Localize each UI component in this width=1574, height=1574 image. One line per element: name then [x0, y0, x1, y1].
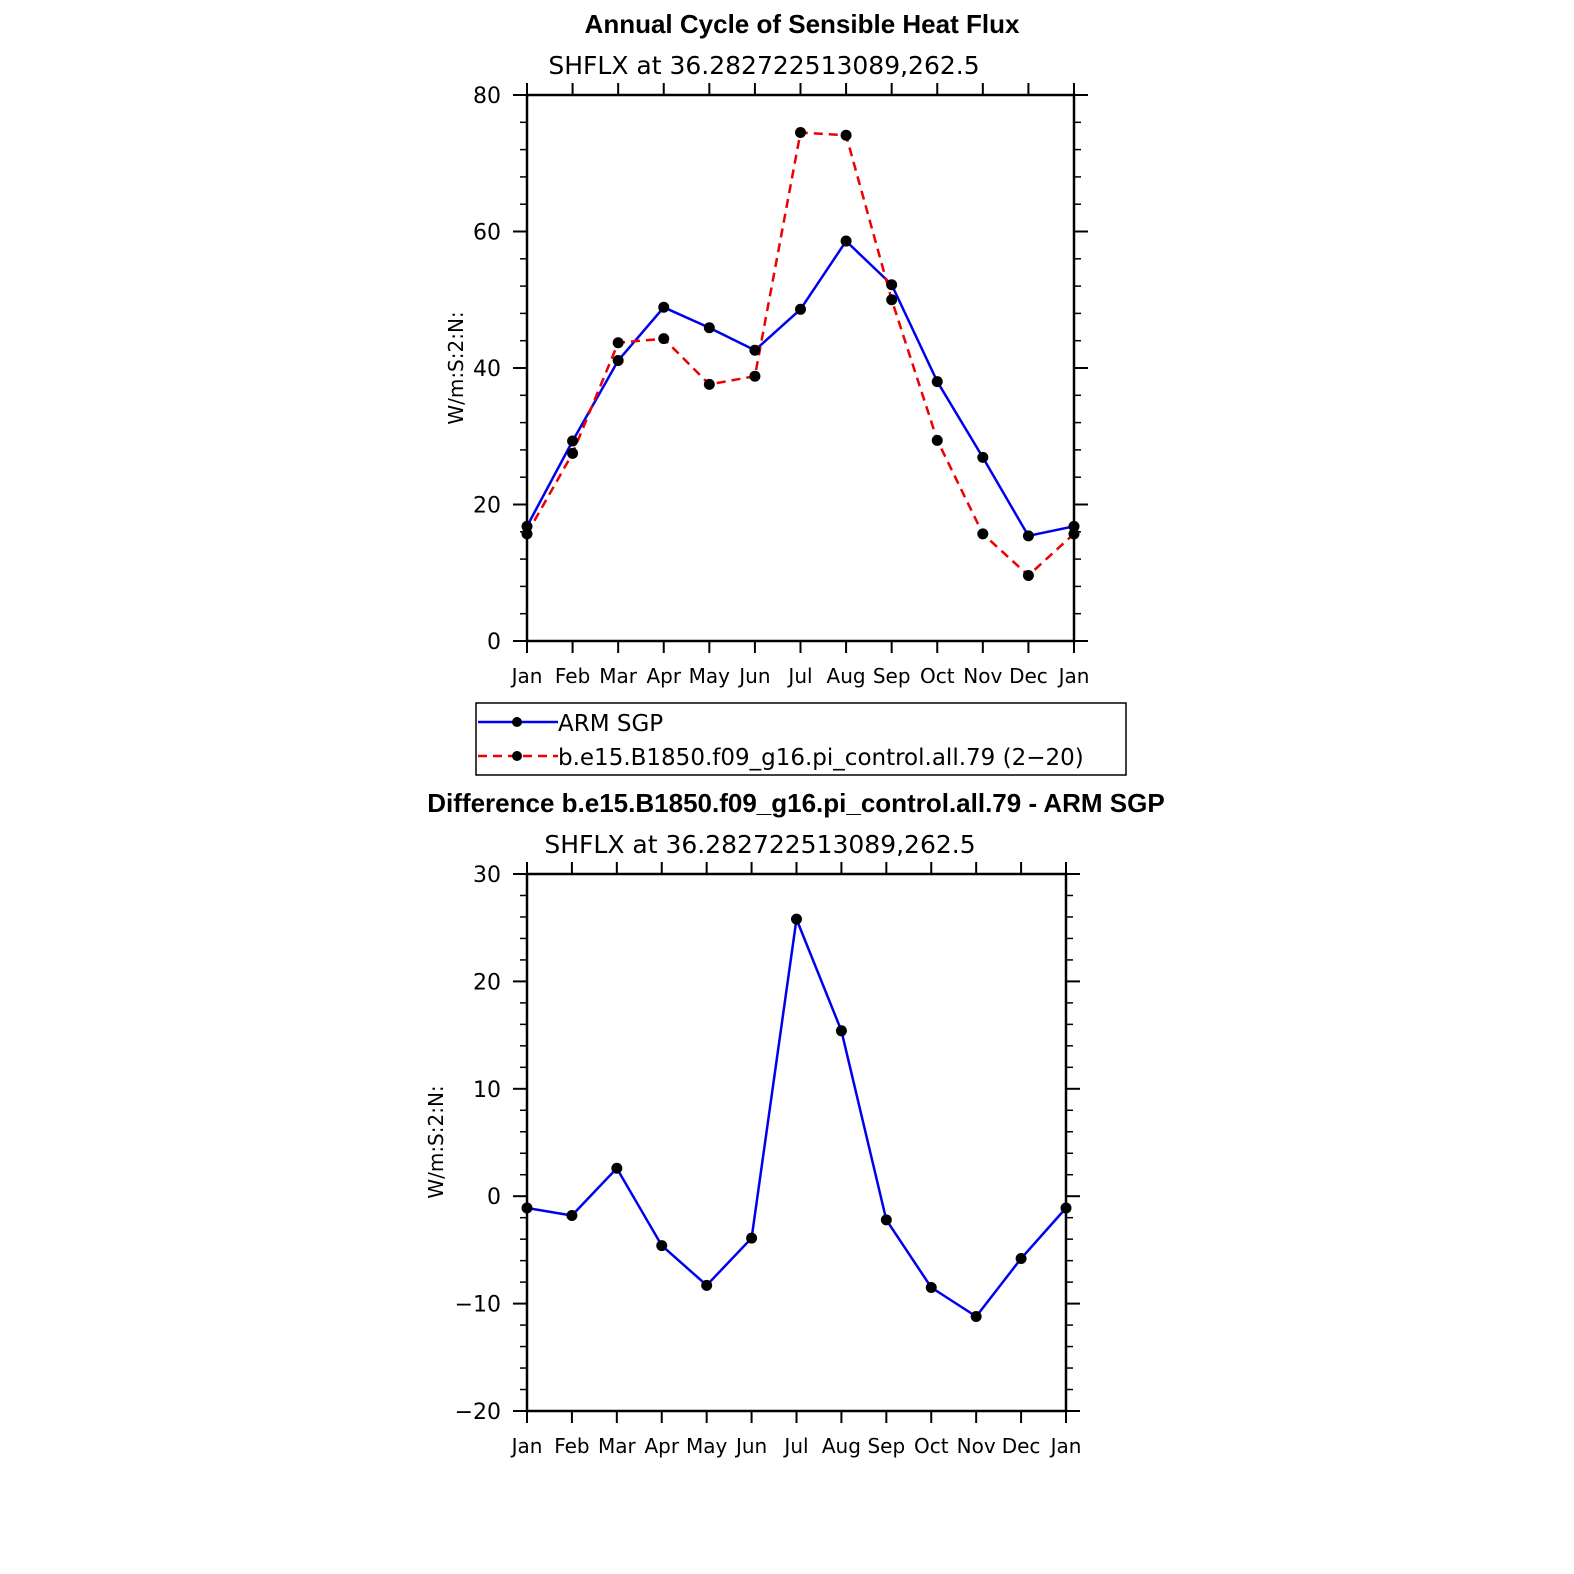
x-tick-label: Nov: [957, 1434, 996, 1458]
chart-difference: Difference b.e15.B1850.f09_g16.pi_contro…: [424, 788, 1165, 1458]
y-axis-label: W/m:S:2:N:: [444, 311, 468, 424]
legend-marker-arm-sgp: [512, 717, 522, 727]
series-line-1: [525, 131, 1075, 578]
legend-label-model: b.e15.B1850.f09_g16.pi_control.all.79 (2…: [558, 745, 1084, 771]
x-tick-label: Sep: [873, 664, 911, 688]
x-tick-label: Oct: [914, 1434, 949, 1458]
data-point: [749, 344, 761, 356]
data-point: [703, 378, 715, 390]
x-tick-label: Aug: [822, 1434, 861, 1458]
y-axis-label: W/m:S:2:N:: [424, 1085, 448, 1198]
data-point: [977, 528, 989, 540]
x-tick-label: May: [689, 664, 731, 688]
data-point: [835, 1025, 847, 1037]
data-point: [886, 294, 898, 306]
x-tick-label: Jan: [1057, 664, 1090, 688]
x-tick-label: Apr: [644, 1434, 679, 1458]
data-point: [931, 376, 943, 388]
y-tick-label: 20: [473, 494, 501, 519]
chart-title: Annual Cycle of Sensible Heat Flux: [585, 9, 1020, 39]
legend-box: [475, 702, 1127, 776]
data-point: [656, 1240, 668, 1252]
y-tick-label: 80: [473, 84, 501, 109]
series-line-0: [526, 914, 1067, 1319]
data-point: [1022, 569, 1034, 581]
data-point: [521, 528, 533, 540]
x-tick-label: Mar: [599, 664, 638, 688]
x-tick-label: Feb: [555, 664, 590, 688]
data-point: [795, 303, 806, 315]
y-tick-label: −20: [455, 1400, 501, 1425]
x-tick-label: Feb: [554, 1434, 589, 1458]
x-tick-label: Jan: [1049, 1434, 1082, 1458]
x-tick-label: Mar: [598, 1434, 637, 1458]
legend: ARM SGP b.e15.B1850.f09_g16.pi_control.a…: [475, 702, 1127, 776]
x-tick-label: Apr: [646, 664, 681, 688]
x-tick-label: Sep: [867, 1434, 905, 1458]
y-tick-label: 30: [473, 863, 501, 888]
data-point: [880, 1214, 892, 1226]
plot-area: Jan Feb Mar Apr May Jun Jul Aug Sep Oct Nov Dec Jan−…: [455, 862, 1082, 1458]
data-point: [749, 370, 761, 382]
x-tick-label: Jan: [510, 1434, 543, 1458]
series-line-0: [525, 239, 1075, 538]
data-point: [1015, 1252, 1027, 1264]
x-tick-label: Dec: [1009, 664, 1048, 688]
x-tick-label: Jun: [734, 1434, 767, 1458]
data-point: [1022, 530, 1034, 542]
y-tick-label: 40: [473, 357, 501, 382]
data-point: [840, 235, 852, 247]
x-tick-label: Jan: [510, 664, 543, 688]
data-point: [886, 279, 898, 291]
data-point: [925, 1281, 937, 1293]
y-tick-label: 0: [487, 630, 501, 655]
x-tick-label: Nov: [963, 664, 1002, 688]
chart-title: Difference b.e15.B1850.f09_g16.pi_contro…: [427, 788, 1164, 818]
legend-marker-model: [512, 751, 522, 761]
x-tick-label: Jul: [782, 1434, 808, 1458]
data-point: [795, 127, 806, 139]
plot-frame: [525, 872, 1068, 1413]
y-tick-label: 60: [473, 221, 501, 246]
data-point: [1060, 1202, 1072, 1214]
legend-label-arm-sgp: ARM SGP: [558, 711, 663, 737]
y-tick-label: 0: [487, 1185, 501, 1210]
data-point: [1068, 528, 1080, 540]
data-point: [658, 301, 670, 313]
chart-subtitle: SHFLX at 36.282722513089,262.5: [544, 830, 975, 859]
data-point: [703, 322, 715, 334]
data-point: [521, 1202, 533, 1214]
chart-subtitle: SHFLX at 36.282722513089,262.5: [548, 51, 979, 80]
data-point: [701, 1279, 713, 1291]
data-point: [791, 913, 802, 925]
x-tick-label: Jun: [737, 664, 770, 688]
plot-area: Jan Feb Mar Apr May Jun Jul Aug Sep Oct Nov Dec Jan 0…: [473, 83, 1089, 688]
x-tick-label: Aug: [827, 664, 866, 688]
x-tick-label: Dec: [1002, 1434, 1041, 1458]
y-tick-label: 20: [473, 970, 501, 995]
data-point: [611, 1162, 623, 1174]
data-point: [612, 354, 624, 366]
data-point: [567, 447, 579, 459]
x-tick-label: Jul: [786, 664, 812, 688]
y-tick-label: 10: [473, 1078, 501, 1103]
data-point: [612, 337, 624, 349]
x-tick-label: Oct: [920, 664, 955, 688]
data-point: [567, 435, 579, 447]
chart-annual-cycle: Annual Cycle of Sensible Heat Flux SHFLX…: [444, 9, 1127, 776]
data-point: [931, 434, 943, 446]
data-point: [977, 451, 989, 463]
y-tick-label: −10: [455, 1293, 501, 1318]
data-point: [658, 333, 670, 345]
data-point: [840, 129, 852, 141]
data-point: [566, 1210, 578, 1222]
x-tick-label: May: [686, 1434, 728, 1458]
data-point: [970, 1310, 982, 1322]
data-point: [746, 1232, 758, 1244]
